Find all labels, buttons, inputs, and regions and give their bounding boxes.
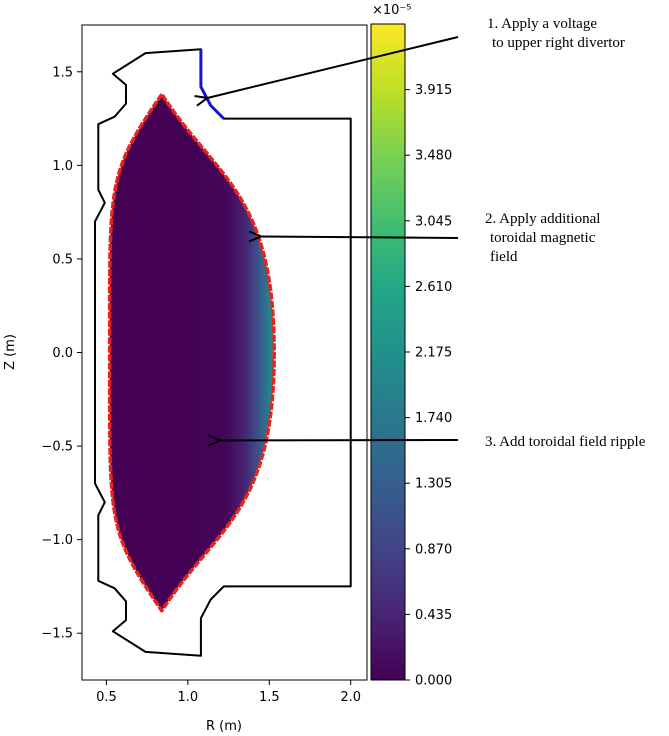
- y-axis-ticks: −1.5 −1.0 −0.5 0.0 0.5 1.0 1.5: [41, 65, 82, 642]
- annotation-text: to upper right divertor: [492, 35, 625, 51]
- annotation-2: 2. Apply additional toroidal magnetic fiel…: [261, 211, 600, 265]
- colorbar-tick-label: 0.870: [415, 542, 452, 557]
- y-tick-label: 0.0: [52, 346, 73, 361]
- y-tick-label: −1.5: [41, 627, 73, 642]
- plasma-boundary: [107, 92, 276, 613]
- y-tick-label: −0.5: [41, 440, 73, 455]
- annotation-text: 1. Apply a voltage: [487, 16, 597, 32]
- colorbar-ticks: 0.000 0.435 0.870 1.305 1.740 2.175 2.610 3.045…: [405, 83, 452, 689]
- annotation-3: 3. Add toroidal field ripple: [220, 434, 646, 450]
- annotation-arrow: [207, 36, 459, 98]
- y-tick-label: 1.0: [52, 159, 73, 174]
- colorbar-tick-label: 3.045: [415, 214, 452, 229]
- colorbar-tick-label: 3.915: [415, 83, 452, 98]
- colorbar-exponent: ×10⁻⁵: [372, 3, 412, 18]
- x-tick-label: 1.5: [259, 690, 280, 705]
- x-tick-label: 2.0: [340, 690, 361, 705]
- y-tick-label: −1.0: [41, 533, 73, 548]
- x-tick-label: 1.0: [178, 690, 199, 705]
- upper-right-divertor: [199, 49, 225, 120]
- vessel-wall-outline: [94, 48, 352, 657]
- annotation-arrow: [261, 236, 459, 238]
- y-tick-label: 1.5: [52, 65, 73, 80]
- annotation-text: 2. Apply additional: [485, 211, 600, 227]
- colorbar-tick-label: 1.740: [415, 411, 452, 426]
- x-tick-label: 0.5: [96, 690, 117, 705]
- y-tick-label: 0.5: [52, 252, 73, 267]
- colorbar-tick-label: 3.480: [415, 149, 452, 164]
- colorbar: [370, 23, 406, 681]
- annotation-text: toroidal magnetic: [490, 230, 596, 246]
- x-axis-label: R (m): [206, 719, 242, 734]
- colorbar-tick-label: 0.435: [415, 608, 452, 623]
- annotation-text: 3. Add toroidal field ripple: [485, 434, 646, 450]
- annotations: 1. Apply a voltage to upper right diverto…: [207, 16, 646, 450]
- colorbar-tick-label: 0.000: [415, 674, 452, 689]
- colorbar-tick-label: 1.305: [415, 477, 452, 492]
- x-axis-ticks: 0.5 1.0 1.5 2.0: [96, 680, 361, 705]
- annotation-text: field: [490, 249, 518, 265]
- colorbar-tick-label: 2.175: [415, 346, 452, 361]
- plasma-region: [109, 94, 275, 611]
- colorbar-tick-label: 2.610: [415, 280, 452, 295]
- annotation-1: 1. Apply a voltage to upper right diverto…: [207, 16, 625, 98]
- y-axis-label: Z (m): [3, 334, 18, 370]
